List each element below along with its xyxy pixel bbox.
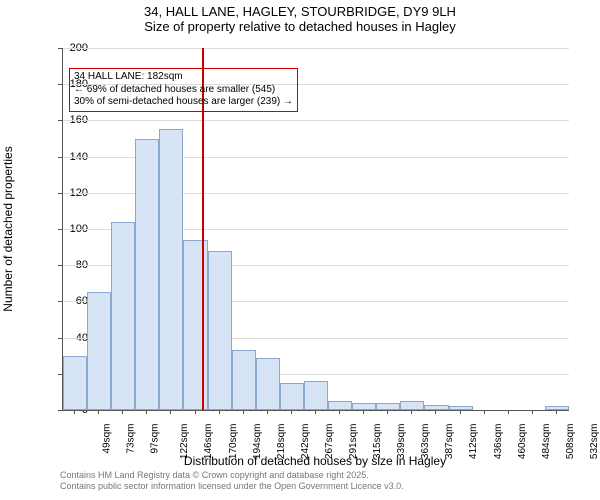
x-tick-mark — [532, 410, 533, 414]
x-tick-mark — [387, 410, 388, 414]
bar — [376, 403, 400, 410]
gridline — [63, 48, 569, 49]
x-tick-mark — [435, 410, 436, 414]
x-tick-mark — [195, 410, 196, 414]
footer-line1: Contains HM Land Registry data © Crown c… — [60, 470, 404, 481]
bar — [545, 406, 569, 410]
bar — [304, 381, 328, 410]
x-tick-label: 97sqm — [150, 424, 161, 454]
x-tick-mark — [363, 410, 364, 414]
footer: Contains HM Land Registry data © Crown c… — [60, 470, 404, 492]
x-tick-mark — [243, 410, 244, 414]
annotation-line1: 34 HALL LANE: 182sqm — [74, 71, 293, 84]
x-axis-label: Distribution of detached houses by size … — [62, 454, 568, 468]
x-tick-label: 73sqm — [126, 424, 137, 454]
bar — [256, 358, 280, 410]
bar — [159, 129, 183, 410]
bar — [328, 401, 352, 410]
annotation-line3: 30% of semi-detached houses are larger (… — [74, 96, 293, 109]
x-tick-mark — [556, 410, 557, 414]
bar — [87, 292, 111, 410]
y-axis-label: Number of detached properties — [1, 146, 15, 311]
x-tick-mark — [146, 410, 147, 414]
x-tick-mark — [170, 410, 171, 414]
x-tick-mark — [460, 410, 461, 414]
bar — [135, 139, 159, 411]
x-tick-mark — [122, 410, 123, 414]
x-tick-mark — [339, 410, 340, 414]
x-tick-mark — [98, 410, 99, 414]
annotation-box: 34 HALL LANE: 182sqm ← 69% of detached h… — [69, 68, 298, 112]
bar — [449, 406, 473, 410]
bar — [424, 405, 448, 410]
chart-title: 34, HALL LANE, HAGLEY, STOURBRIDGE, DY9 … — [0, 4, 600, 34]
x-tick-mark — [484, 410, 485, 414]
bar — [352, 403, 376, 410]
x-tick-mark — [411, 410, 412, 414]
x-tick-mark — [315, 410, 316, 414]
x-tick-mark — [291, 410, 292, 414]
x-tick-label: 49sqm — [102, 424, 113, 454]
bar — [232, 350, 256, 410]
bar — [63, 356, 87, 410]
plot-area: 34 HALL LANE: 182sqm ← 69% of detached h… — [62, 48, 569, 411]
x-tick-mark — [219, 410, 220, 414]
chart-container: 34, HALL LANE, HAGLEY, STOURBRIDGE, DY9 … — [0, 0, 600, 500]
title-subtitle: Size of property relative to detached ho… — [0, 19, 600, 34]
footer-line2: Contains public sector information licen… — [60, 481, 404, 492]
x-tick-mark — [508, 410, 509, 414]
x-tick-mark — [267, 410, 268, 414]
bar — [280, 383, 304, 410]
annotation-line2: ← 69% of detached houses are smaller (54… — [74, 84, 293, 97]
bar — [400, 401, 424, 410]
title-address: 34, HALL LANE, HAGLEY, STOURBRIDGE, DY9 … — [0, 4, 600, 19]
bar — [208, 251, 232, 410]
x-tick-mark — [74, 410, 75, 414]
gridline — [63, 120, 569, 121]
x-tick-label: 532sqm — [589, 424, 600, 460]
bar — [111, 222, 135, 410]
